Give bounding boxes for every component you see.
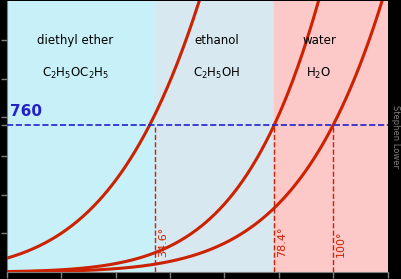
Text: 34.6°: 34.6°	[158, 226, 168, 257]
Text: 760: 760	[10, 104, 42, 119]
Bar	[274, 1, 387, 272]
Text: C$_2$H$_5$OH: C$_2$H$_5$OH	[192, 66, 240, 81]
Text: C$_2$H$_5$OC$_2$H$_5$: C$_2$H$_5$OC$_2$H$_5$	[42, 66, 109, 81]
Text: ethanol: ethanol	[194, 34, 239, 47]
Text: water: water	[302, 34, 336, 47]
Text: 78.4°: 78.4°	[277, 226, 287, 257]
Text: H$_2$O: H$_2$O	[306, 66, 332, 81]
Bar	[7, 1, 155, 272]
Text: Stephen Lower: Stephen Lower	[391, 105, 400, 168]
Text: 100°: 100°	[336, 230, 346, 257]
Bar	[155, 1, 274, 272]
Text: diethyl ether: diethyl ether	[37, 34, 113, 47]
